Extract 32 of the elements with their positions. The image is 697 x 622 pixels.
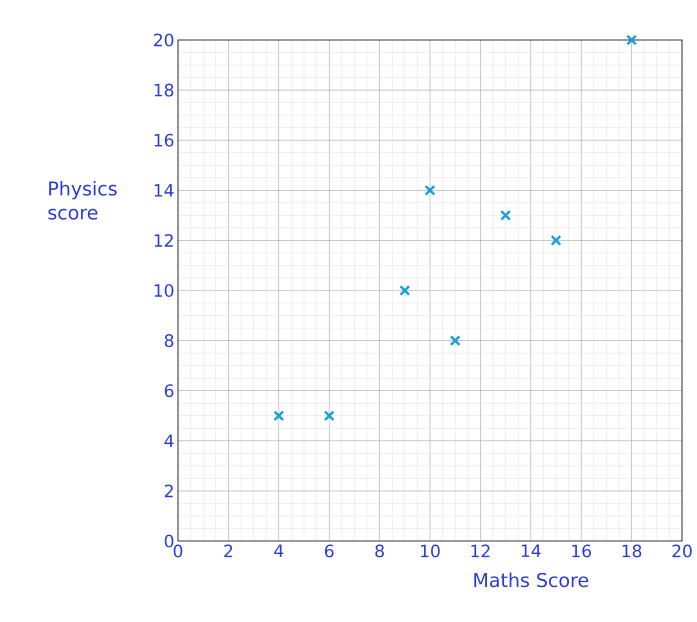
- y-tick-label: 2: [164, 484, 173, 498]
- x-tick-label: 12: [471, 544, 490, 558]
- x-tick-label: 10: [421, 544, 440, 558]
- x-tick-label: 2: [224, 544, 232, 558]
- x-tick-label: 20: [672, 544, 692, 558]
- point: [273, 410, 284, 422]
- y-tick-label: 4: [164, 434, 174, 447]
- point: [450, 335, 461, 346]
- y-tick-label: 16: [154, 134, 174, 147]
- y-tick-label: 0: [164, 534, 174, 548]
- point: [324, 410, 335, 422]
- y-tick-label: 8: [164, 334, 174, 348]
- x-tick-label: 14: [522, 544, 541, 557]
- x-tick-label: 6: [324, 544, 334, 558]
- x-tick-label: 8: [375, 544, 384, 558]
- y-tick-label: 14: [154, 184, 174, 196]
- x-tick-label: 18: [622, 544, 642, 558]
- point: [500, 210, 512, 221]
- point: [424, 184, 436, 196]
- point: [550, 234, 562, 246]
- y-axis-title: Physics score: [48, 180, 117, 220]
- y-tick-label: 18: [154, 84, 174, 97]
- x-tick-label: 16: [572, 544, 591, 558]
- point: [399, 285, 410, 296]
- y-tick-label: 20: [154, 34, 174, 46]
- y-tick-label: 10: [154, 284, 174, 297]
- x-axis-title: Maths Score: [474, 572, 588, 588]
- x-tick-label: 0: [174, 544, 182, 558]
- y-tick-label: 12: [154, 234, 173, 247]
- point: [626, 34, 638, 46]
- x-tick-label: 4: [274, 544, 284, 557]
- y-tick-label: 6: [164, 384, 174, 398]
